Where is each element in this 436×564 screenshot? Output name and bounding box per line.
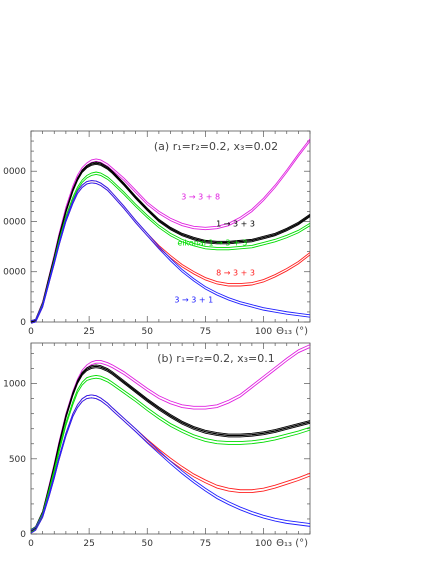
y-tick-label: 500 <box>9 455 26 465</box>
x-tick-label: 75 <box>200 327 211 337</box>
series-line-upper <box>30 394 311 531</box>
series-line-lower <box>30 397 311 534</box>
y-tick-label: 1000 <box>3 380 26 390</box>
x-tick-label: 25 <box>83 327 94 337</box>
x-tick-label: 0 <box>28 327 34 337</box>
series-1 <box>30 161 311 324</box>
y-tick-label: 0000 <box>3 217 26 227</box>
x-axis-label: Θ₁₃ (°) <box>276 538 308 549</box>
series-annotation: 3 → 3 + 1 <box>174 295 213 304</box>
series-line-center <box>30 162 311 323</box>
series-4 <box>30 394 311 534</box>
series-line-lower <box>30 182 311 324</box>
x-tick-label: 100 <box>255 327 272 337</box>
x-tick-label: 75 <box>200 539 211 549</box>
series-line-center <box>30 365 311 532</box>
series-1 <box>30 364 311 533</box>
y-tick-label: 0000 <box>3 167 26 177</box>
series-line-upper <box>30 138 311 322</box>
series-line-upper <box>30 171 311 322</box>
y-tick-label: 0 <box>20 530 26 540</box>
panel-title: (b) r₁=r₂=0.2, x₃=0.1 <box>157 352 274 365</box>
series-annotation: eikonal 1 → 3 + 3 <box>177 239 247 248</box>
panel-title: (a) r₁=r₂=0.2, x₃=0.02 <box>154 140 278 153</box>
x-tick-label: 25 <box>83 539 94 549</box>
x-tick-label: 50 <box>142 539 154 549</box>
series-annotation: 8 → 3 + 3 <box>216 268 255 277</box>
y-tick-label: 0 <box>20 318 26 328</box>
series-2 <box>30 374 311 533</box>
series-annotation: 3 → 3 + 8 <box>181 192 220 201</box>
series-line-upper <box>30 180 311 322</box>
series-annotation: 1 → 3 + 3 <box>216 220 255 229</box>
x-tick-label: 50 <box>142 327 154 337</box>
series-line-lower <box>30 377 311 533</box>
series-4 <box>30 180 311 324</box>
y-tick-label: 0000 <box>3 268 26 278</box>
x-tick-label: 100 <box>255 539 272 549</box>
x-axis-label: Θ₁₃ (°) <box>276 326 308 337</box>
series-line-upper <box>30 374 311 530</box>
x-tick-label: 0 <box>28 539 34 549</box>
